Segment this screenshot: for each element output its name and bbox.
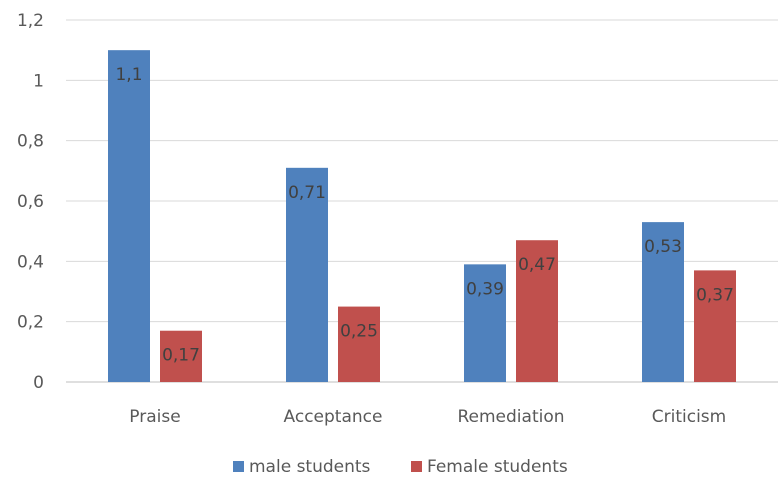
bars xyxy=(108,50,736,383)
bar-male-remediation xyxy=(464,264,506,382)
data-label: 0,47 xyxy=(518,255,556,275)
bar-female-praise xyxy=(160,330,202,382)
x-axis-category-labels: Praise Acceptance Remediation Criticism xyxy=(129,407,726,427)
gridlines xyxy=(66,19,778,383)
legend: male students Female students xyxy=(233,457,568,477)
bar-male-praise xyxy=(108,50,150,383)
y-axis-tick-labels: 0 0,2 0,4 0,6 0,8 1 1,2 xyxy=(17,11,44,393)
data-label: 0,53 xyxy=(644,237,682,257)
bar-female-criticism xyxy=(694,270,736,382)
data-label: 0,71 xyxy=(288,183,326,203)
data-label: 0,17 xyxy=(162,346,200,366)
data-label: 1,1 xyxy=(115,65,142,85)
legend-swatch-male xyxy=(233,461,244,472)
data-label: 0,39 xyxy=(466,279,504,299)
y-tick-label: 0 xyxy=(33,373,44,393)
bar-male-criticism xyxy=(642,222,684,382)
y-tick-label: 0,8 xyxy=(17,132,44,152)
y-tick-label: 0,2 xyxy=(17,313,44,333)
x-category-label: Praise xyxy=(129,407,180,427)
y-tick-label: 0,6 xyxy=(17,192,44,212)
legend-label: Female students xyxy=(427,457,568,477)
legend-label: male students xyxy=(249,457,371,477)
y-tick-label: 1,2 xyxy=(17,11,44,31)
bar-male-acceptance xyxy=(286,167,328,382)
data-labels: 1,1 0,17 0,71 0,25 0,39 0,47 0,53 0,37 xyxy=(115,65,733,366)
data-label: 0,37 xyxy=(696,285,734,305)
y-tick-label: 1 xyxy=(33,71,44,91)
x-category-label: Remediation xyxy=(457,407,564,427)
x-category-label: Criticism xyxy=(652,407,726,427)
legend-swatch-female xyxy=(411,461,422,472)
x-category-label: Acceptance xyxy=(284,407,383,427)
bar-female-acceptance xyxy=(338,306,380,382)
bar-female-remediation xyxy=(516,240,558,382)
y-tick-label: 0,4 xyxy=(17,252,44,272)
data-label: 0,25 xyxy=(340,322,378,342)
